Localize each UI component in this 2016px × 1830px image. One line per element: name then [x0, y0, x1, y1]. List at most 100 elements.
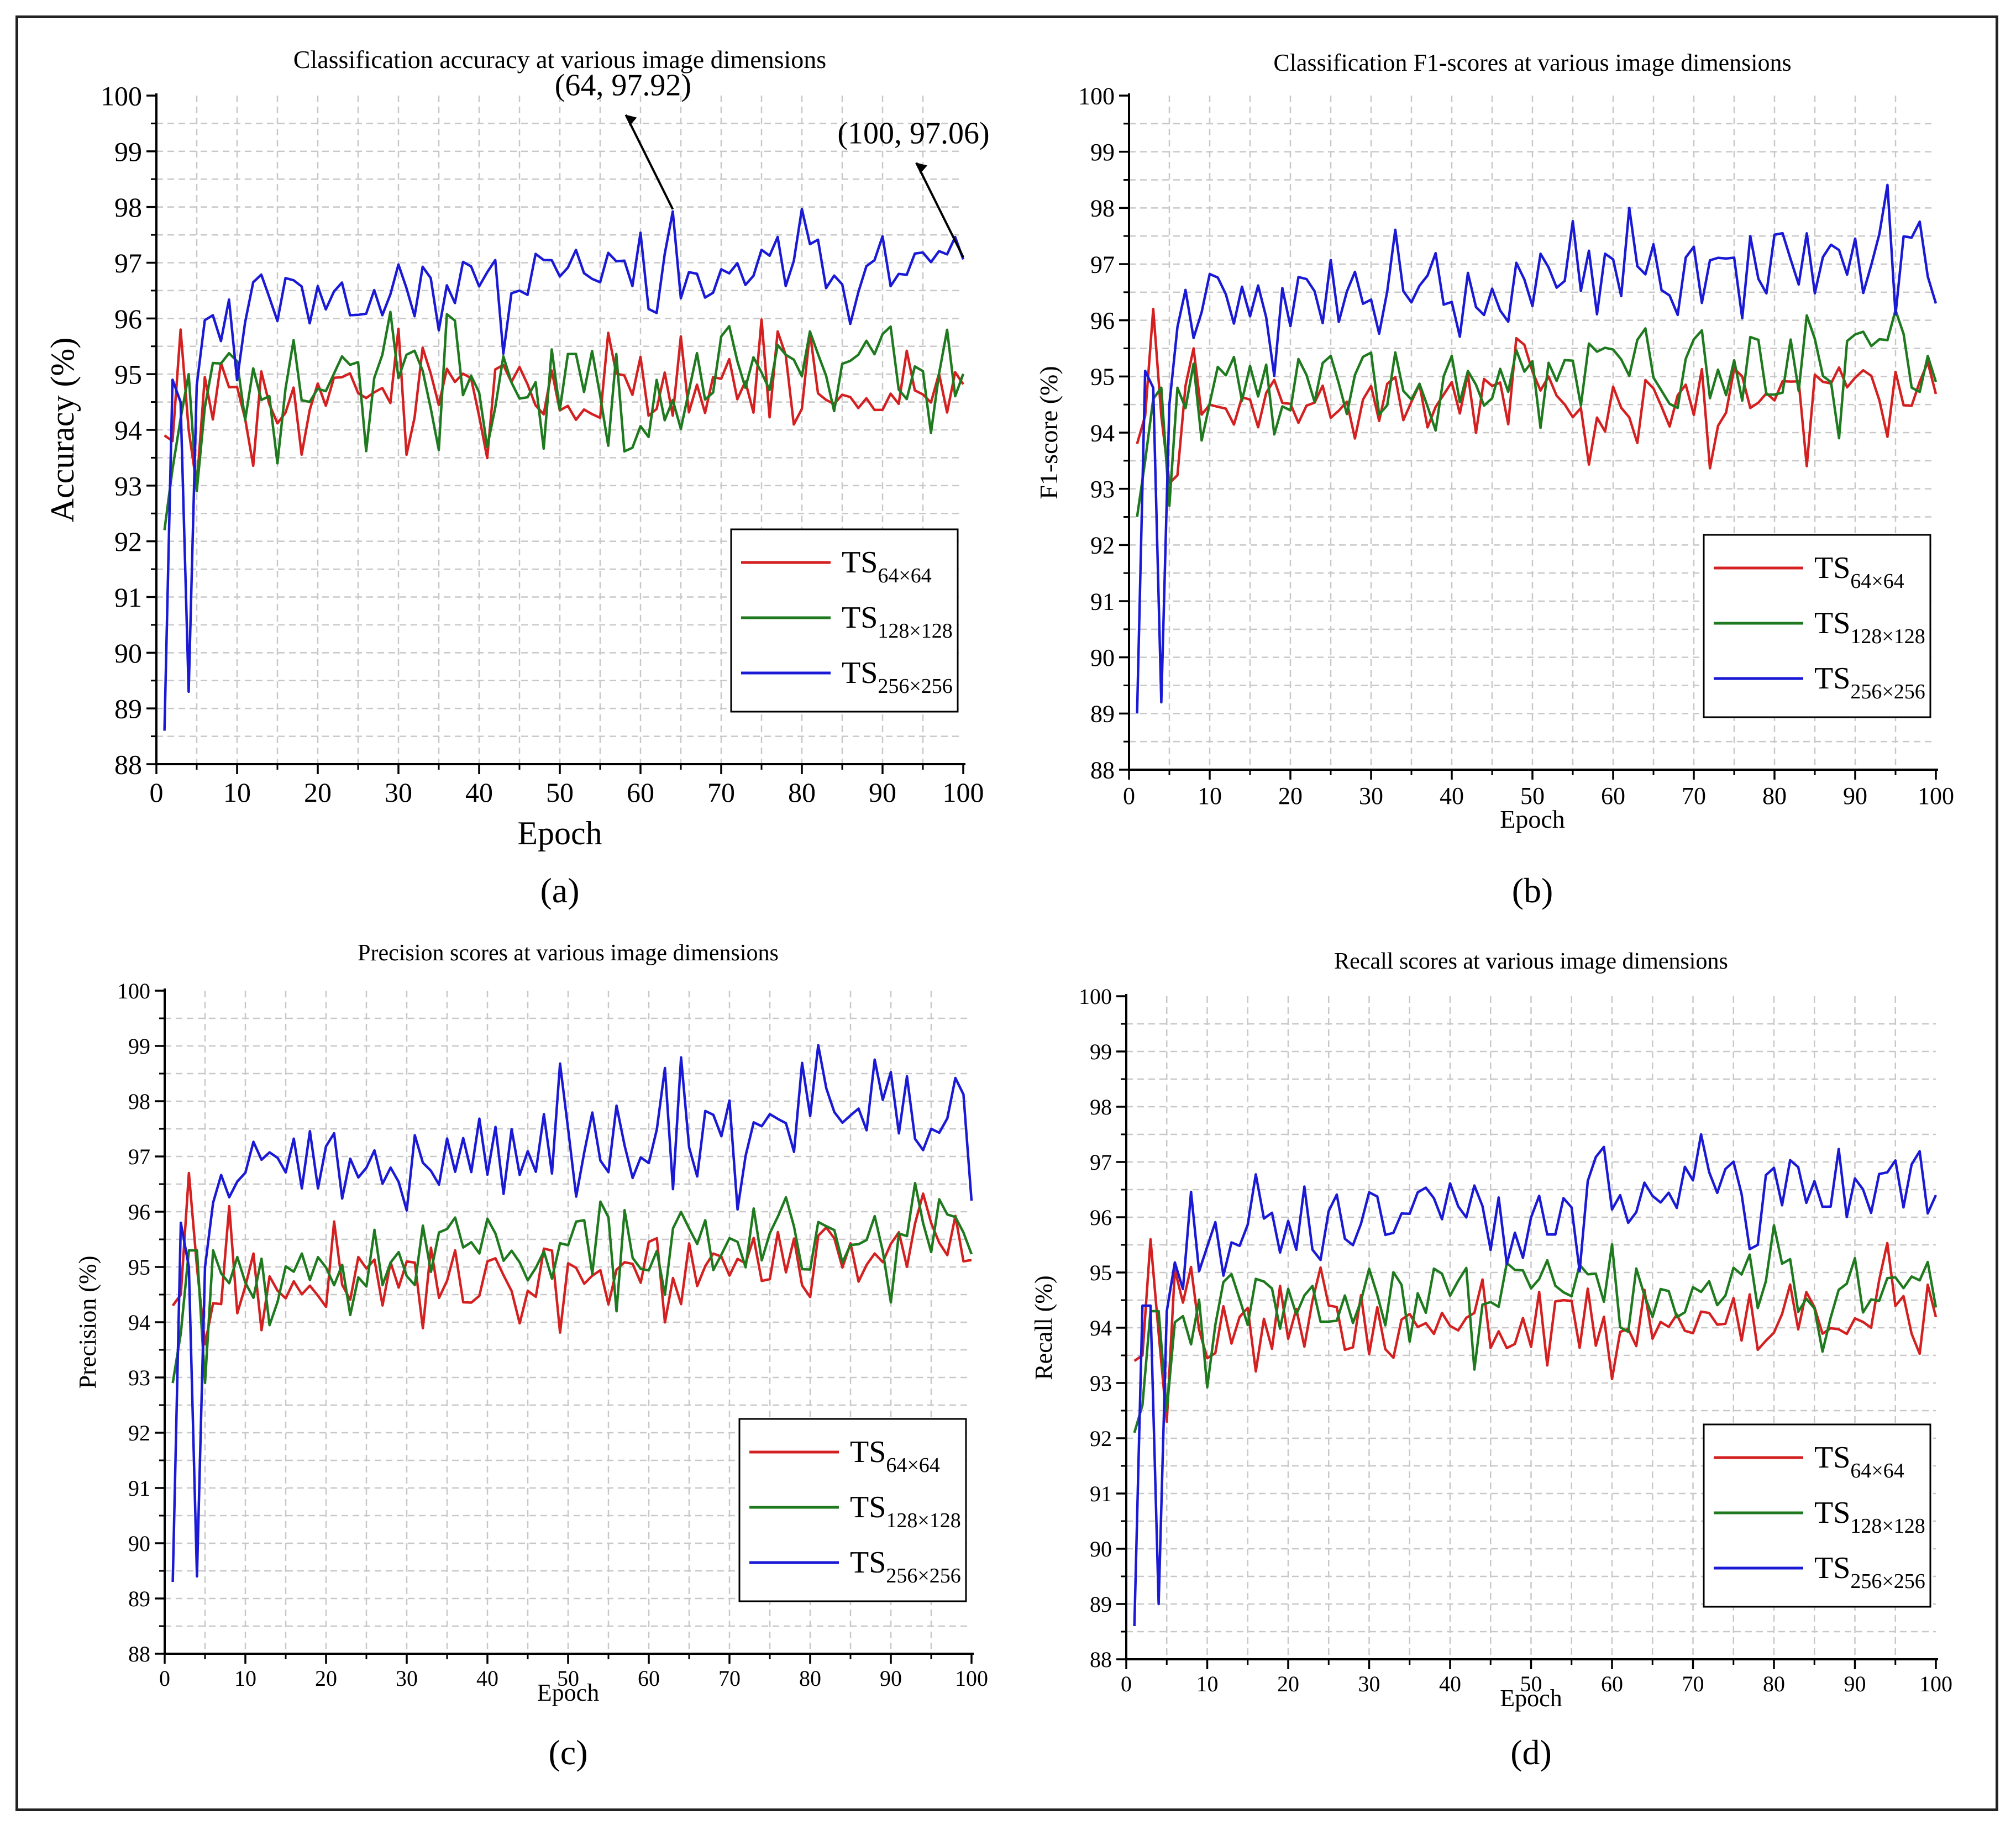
y-tick-label: 88 [1090, 756, 1115, 783]
y-tick-label: 93 [114, 470, 142, 501]
x-tick-label: 90 [869, 777, 896, 808]
x-tick-label: 90 [880, 1666, 902, 1691]
y-tick-label: 99 [1090, 139, 1115, 166]
legend-label-main: TS [1814, 1496, 1850, 1530]
series-line-ts128 [163, 311, 965, 530]
series-line-ts256 [1133, 1133, 1938, 1627]
y-tick-label: 95 [114, 359, 142, 390]
legend-label-ts128: TS128×128 [1814, 1496, 1925, 1538]
y-tick-label: 100 [1078, 82, 1115, 109]
legend-label-subscript: 128×128 [878, 619, 952, 643]
series-line-ts128 [171, 1181, 973, 1385]
legend-label-ts128: TS128×128 [1814, 606, 1925, 648]
x-tick-label: 50 [557, 1666, 579, 1691]
y-axis-label: Recall (%) [1030, 1275, 1057, 1380]
y-tick-label: 88 [114, 749, 142, 780]
y-tick-label: 100 [117, 979, 150, 1003]
y-tick-label: 89 [1090, 701, 1115, 728]
legend-label-main: TS [1814, 661, 1850, 696]
y-tick-label: 98 [1090, 195, 1115, 222]
y-tick-label: 90 [114, 638, 142, 669]
x-axis-label: Epoch [1500, 805, 1565, 833]
legend-label-subscript: 64×64 [1850, 1459, 1904, 1482]
figure-canvas: 0 10 20 30 40 50 60 70 80 90 100888990919293949596… [44, 45, 1954, 1772]
y-tick-label: 91 [128, 1476, 150, 1501]
y-tick-label: 96 [114, 303, 142, 334]
legend-label-main: TS [842, 656, 878, 690]
y-tick-label: 98 [1090, 1095, 1112, 1119]
series-line-ts256 [171, 1044, 973, 1582]
legend-label-main: TS [1814, 1440, 1850, 1475]
y-tick-label: 98 [128, 1089, 150, 1114]
y-tick-label: 97 [1090, 251, 1115, 278]
series-line-ts256 [163, 207, 965, 731]
series-line-ts64 [1136, 308, 1938, 485]
panel-caption: (d) [1510, 1733, 1552, 1772]
x-tick-label: 100 [1918, 782, 1954, 809]
chart-panel-2: 0 10 20 30 40 50 60 70 80 90 100 88 89 90 91 92 93 94 95 96… [1035, 49, 1954, 910]
x-tick-label: 60 [627, 777, 654, 808]
series-line-ts128 [1136, 309, 1938, 517]
legend-label-main: TS [850, 1435, 886, 1469]
legend-label-subscript: 128×128 [886, 1509, 960, 1532]
grid-lines [165, 991, 972, 1654]
legend-label-subscript: 256×256 [878, 675, 952, 698]
y-tick-label: 95 [1090, 1260, 1112, 1285]
legend-box [1703, 1423, 1931, 1608]
y-tick-label: 94 [128, 1310, 150, 1335]
legend-label-main: TS [1814, 1551, 1850, 1585]
chart-panel-3: 0 10 20 30 40 50 60 70 80 90 100 88 89 90 91 92 93 94 95 96… [74, 940, 988, 1772]
x-tick-label: 80 [1762, 782, 1787, 809]
x-tick-label: 50 [1520, 1671, 1542, 1696]
x-tick-label: 90 [1843, 782, 1867, 809]
y-tick-label: 94 [1090, 1316, 1112, 1340]
legend-label-subscript: 128×128 [1850, 625, 1925, 648]
grid-lines [1129, 96, 1936, 770]
panel-caption: (c) [548, 1733, 587, 1772]
y-tick-label: 92 [128, 1421, 150, 1445]
y-tick-label: 96 [1090, 307, 1115, 334]
y-tick-label: 90 [1090, 1537, 1112, 1561]
y-tick-label: 96 [128, 1200, 150, 1224]
series-line-ts64 [1133, 1238, 1938, 1423]
y-tick-label: 90 [128, 1531, 150, 1556]
legend-label-main: TS [850, 1545, 886, 1580]
series-line-ts128 [1133, 1224, 1938, 1433]
y-tick-label: 97 [1090, 1150, 1112, 1175]
series-line-ts256 [1136, 183, 1938, 714]
x-tick-label: 40 [465, 777, 493, 808]
y-tick-label: 93 [1090, 1371, 1112, 1396]
legend-label-main: TS [842, 545, 878, 580]
y-axis-label: Precision (%) [74, 1256, 101, 1389]
legend-label-subscript: 64×64 [878, 564, 931, 587]
y-axis-label: Accuracy (%) [44, 338, 81, 523]
series-line-ts64 [171, 1171, 972, 1346]
legend-label-ts64: TS64×64 [1814, 1440, 1904, 1482]
x-tick-label: 70 [718, 1666, 741, 1691]
legend-label-subscript: 64×64 [1850, 570, 1904, 593]
x-tick-label: 100 [1919, 1671, 1952, 1696]
x-tick-label: 20 [315, 1666, 337, 1691]
y-tick-label: 96 [1090, 1205, 1112, 1230]
y-tick-label: 92 [114, 526, 142, 557]
x-tick-label: 80 [788, 777, 816, 808]
y-tick-label: 89 [114, 693, 142, 724]
legend-label-subscript: 256×256 [886, 1564, 960, 1587]
y-tick-label: 88 [1090, 1647, 1112, 1672]
x-tick-label: 0 [159, 1666, 170, 1691]
y-tick-label: 92 [1090, 1426, 1112, 1451]
chart-title: Classification F1-scores at various imag… [1273, 49, 1791, 76]
figure-frame: 0 10 20 30 40 50 60 70 80 90 100 88 89 90 91 92 93 94 95 96… [15, 15, 1998, 1811]
y-tick-label: 99 [128, 1034, 150, 1059]
x-tick-label: 60 [638, 1666, 660, 1691]
x-tick-label: 30 [1359, 782, 1383, 809]
x-tick-label: 80 [1763, 1671, 1785, 1696]
legend-label-main: TS [842, 601, 878, 635]
y-tick-label: 89 [128, 1586, 150, 1611]
legend-box [730, 528, 959, 713]
legend-label-main: TS [850, 1490, 886, 1524]
legend-label-subscript: 64×64 [886, 1454, 939, 1477]
legend-box [1703, 534, 1931, 718]
y-tick-label: 88 [128, 1642, 150, 1666]
legend-label-ts64: TS64×64 [1814, 551, 1904, 593]
